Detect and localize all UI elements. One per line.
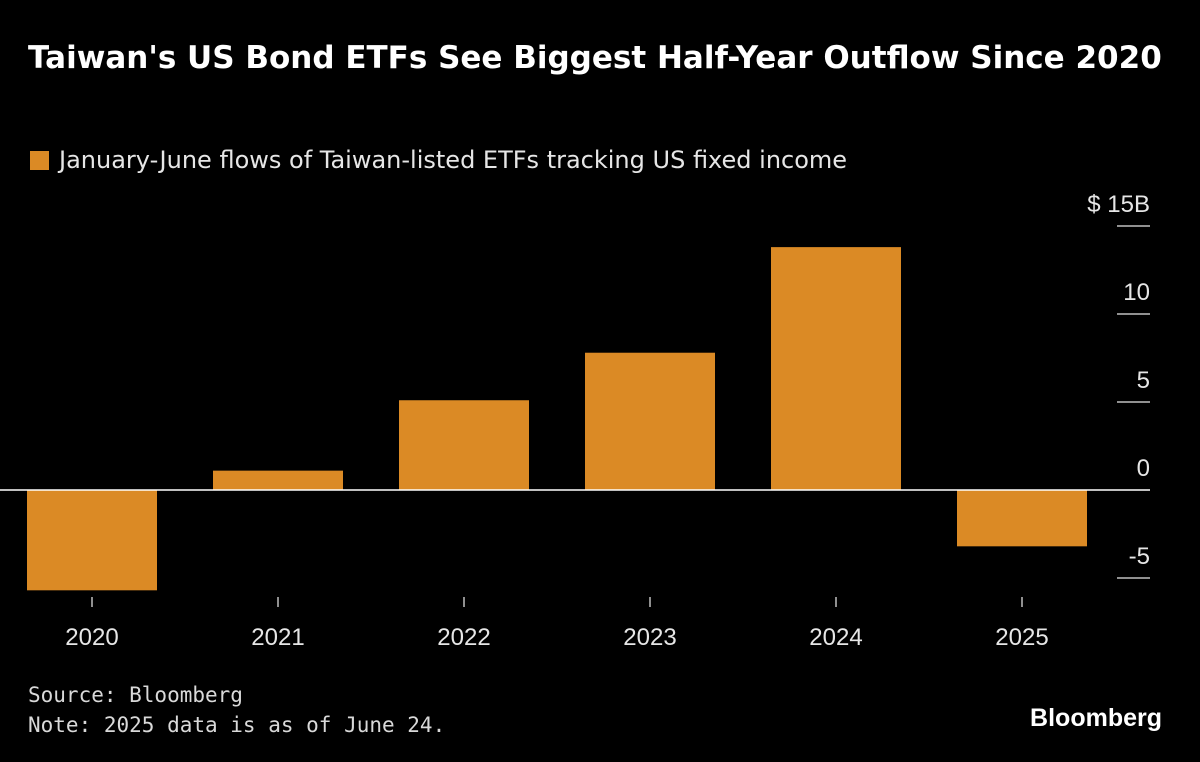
x-tick-label-2025: 2025 — [995, 624, 1048, 651]
x-tick-label-2023: 2023 — [623, 624, 676, 651]
source-text: Source: Bloomberg — [28, 683, 243, 707]
bar-2022 — [399, 400, 529, 490]
note-text: Note: 2025 data is as of June 24. — [28, 713, 446, 737]
bar-2021 — [213, 470, 343, 490]
bar-2025 — [957, 490, 1087, 547]
legend-swatch — [30, 150, 49, 170]
bloomberg-logo: Bloomberg — [1030, 704, 1162, 732]
x-tick-label-2024: 2024 — [809, 624, 862, 651]
x-tick-label-2021: 2021 — [251, 624, 304, 651]
y-tick-label: 10 — [1123, 279, 1150, 306]
legend: January-June flows of Taiwan-listed ETFs… — [30, 146, 847, 174]
bar-2023 — [585, 352, 715, 490]
legend-label: January-June flows of Taiwan-listed ETFs… — [59, 146, 848, 174]
bar-2024 — [771, 247, 901, 490]
footer-notes: Source: Bloomberg Note: 2025 data is as … — [28, 680, 445, 740]
y-tick-label: $ 15B — [1087, 191, 1150, 218]
y-tick-label: 5 — [1137, 367, 1150, 394]
x-tick-label-2020: 2020 — [65, 624, 118, 651]
y-tick-label: -5 — [1129, 543, 1150, 570]
chart-title: Taiwan's US Bond ETFs See Biggest Half-Y… — [28, 40, 1162, 76]
y-tick-label: 0 — [1137, 455, 1150, 482]
bar-2020 — [27, 490, 157, 591]
x-tick-label-2022: 2022 — [437, 624, 490, 651]
